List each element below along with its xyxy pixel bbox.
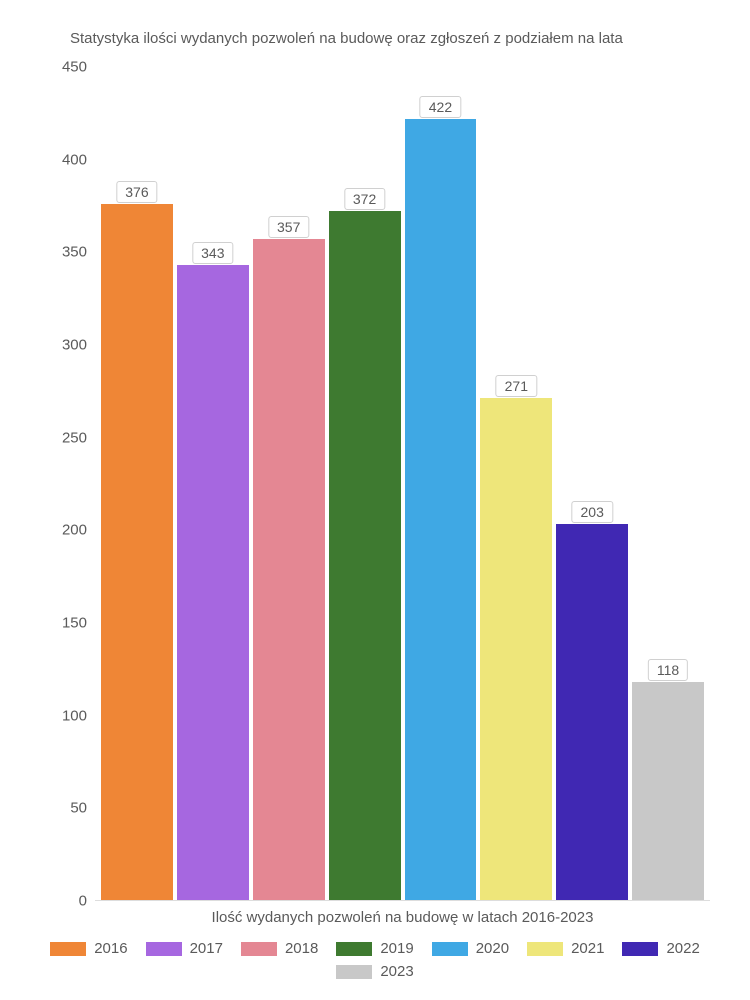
legend-item-2022: 2022: [622, 940, 699, 957]
y-tick: 450: [62, 59, 87, 76]
legend-swatch: [527, 942, 563, 956]
y-tick: 200: [62, 522, 87, 539]
legend-item-2020: 2020: [432, 940, 509, 957]
y-tick: 0: [79, 893, 87, 910]
legend: 2016 2017 2018 2019 2020 2021 2022 2023: [40, 940, 710, 980]
legend-label: 2021: [571, 940, 604, 957]
y-tick: 400: [62, 151, 87, 168]
legend-item-2016: 2016: [50, 940, 127, 957]
y-tick: 100: [62, 707, 87, 724]
legend-swatch: [146, 942, 182, 956]
legend-item-2018: 2018: [241, 940, 318, 957]
legend-swatch: [432, 942, 468, 956]
plot: 376343357372422271203118: [95, 67, 710, 901]
bar-value-label: 343: [192, 242, 233, 264]
legend-label: 2019: [380, 940, 413, 957]
y-tick: 50: [70, 800, 87, 817]
legend-label: 2020: [476, 940, 509, 957]
bar-value-label: 372: [344, 188, 385, 210]
bar-2020: 422: [403, 67, 479, 900]
bar-2022: 203: [554, 67, 630, 900]
y-tick: 150: [62, 615, 87, 632]
chart-title: Statystyka ilości wydanych pozwoleń na b…: [70, 30, 710, 47]
legend-item-2023: 2023: [336, 963, 413, 980]
y-tick: 350: [62, 244, 87, 261]
bar: 203: [556, 524, 628, 900]
legend-label: 2022: [666, 940, 699, 957]
bar: 271: [480, 398, 552, 900]
legend-item-2021: 2021: [527, 940, 604, 957]
y-axis: 050100150200250300350400450: [40, 67, 95, 901]
legend-swatch: [622, 942, 658, 956]
bar-value-label: 118: [648, 659, 688, 681]
bar-value-label: 271: [496, 375, 537, 397]
bar-2023: 118: [630, 67, 706, 900]
bar: 343: [177, 265, 249, 900]
legend-swatch: [50, 942, 86, 956]
bar: 372: [329, 211, 401, 900]
chart-area: 050100150200250300350400450 376343357372…: [40, 67, 710, 980]
bar: 376: [101, 204, 173, 900]
bar-2019: 372: [327, 67, 403, 900]
bar-2021: 271: [478, 67, 554, 900]
bar-value-label: 357: [268, 216, 309, 238]
legend-swatch: [241, 942, 277, 956]
y-tick: 300: [62, 337, 87, 354]
bar-2017: 343: [175, 67, 251, 900]
legend-label: 2017: [190, 940, 223, 957]
legend-label: 2018: [285, 940, 318, 957]
bar-2018: 357: [251, 67, 327, 900]
legend-item-2017: 2017: [146, 940, 223, 957]
bar-2016: 376: [99, 67, 175, 900]
bar-value-label: 376: [116, 181, 157, 203]
bar: 357: [253, 239, 325, 900]
x-axis-label: Ilość wydanych pozwoleń na budowę w lata…: [95, 909, 710, 926]
legend-swatch: [336, 942, 372, 956]
bar: 118: [632, 682, 704, 900]
legend-swatch: [336, 965, 372, 979]
legend-label: 2023: [380, 963, 413, 980]
plot-row: 050100150200250300350400450 376343357372…: [40, 67, 710, 901]
bar: 422: [405, 119, 477, 900]
legend-label: 2016: [94, 940, 127, 957]
legend-item-2019: 2019: [336, 940, 413, 957]
bar-value-label: 422: [420, 96, 461, 118]
bar-value-label: 203: [572, 501, 613, 523]
y-tick: 250: [62, 429, 87, 446]
